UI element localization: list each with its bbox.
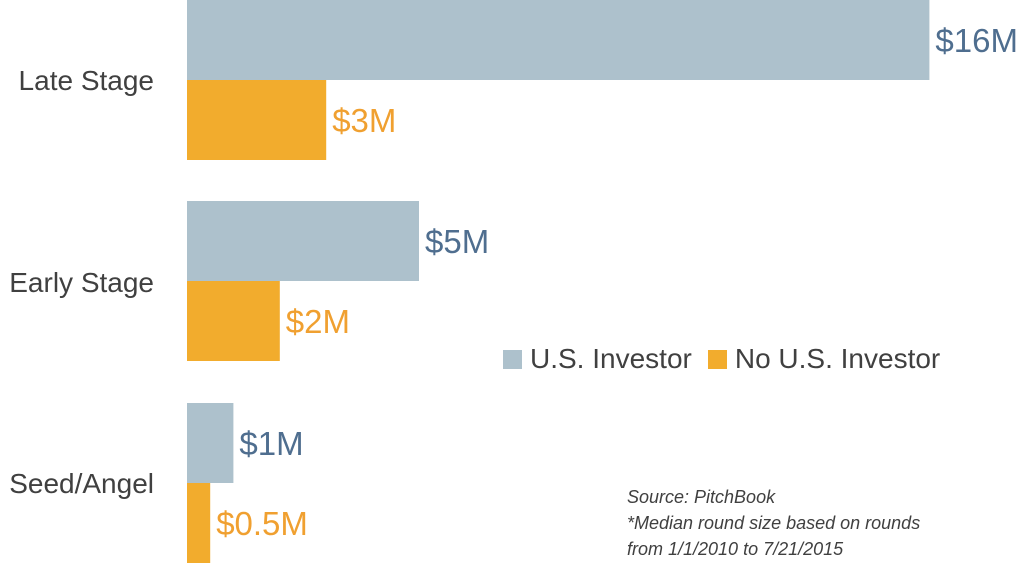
source-text: Source: PitchBook: [627, 487, 776, 507]
category-label-late-stage: Late Stage: [19, 65, 154, 96]
data-label-late-stage-series-0: $16M: [935, 22, 1018, 59]
bar-late-stage-series-0: [187, 0, 930, 80]
data-label-seed-angel-series-1: $0.5M: [216, 505, 308, 542]
chart-legend: U.S. Investor No U.S. Investor: [503, 343, 956, 375]
legend-swatch-us-investor: [503, 349, 522, 369]
legend-item-no-us-investor: No U.S. Investor: [707, 343, 941, 375]
footnote-line-1: *Median round size based on rounds: [627, 513, 921, 533]
footnote-line-2: from 1/1/2010 to 7/21/2015: [627, 539, 844, 559]
data-label-early-stage-series-1: $2M: [286, 303, 350, 340]
category-label-early-stage: Early Stage: [9, 267, 154, 298]
legend-item-us-investor: U.S. Investor: [503, 343, 692, 375]
bar-seed-angel-series-1: [187, 483, 211, 563]
data-label-seed-angel-series-0: $1M: [239, 425, 303, 462]
data-label-late-stage-series-1: $3M: [332, 102, 396, 139]
data-label-early-stage-series-0: $5M: [425, 223, 489, 260]
legend-label-us-investor: U.S. Investor: [530, 343, 692, 374]
category-label-seed-angel: Seed/Angel: [9, 468, 154, 499]
bar-early-stage-series-0: [187, 201, 419, 281]
source-note: Source: PitchBook *Median round size bas…: [627, 484, 920, 562]
legend-label-no-us-investor: No U.S. Investor: [734, 343, 941, 374]
bar-seed-angel-series-0: [187, 403, 234, 483]
bar-late-stage-series-1: [187, 80, 327, 160]
bar-early-stage-series-1: [187, 281, 280, 361]
legend-swatch-no-us-investor: [707, 349, 727, 369]
